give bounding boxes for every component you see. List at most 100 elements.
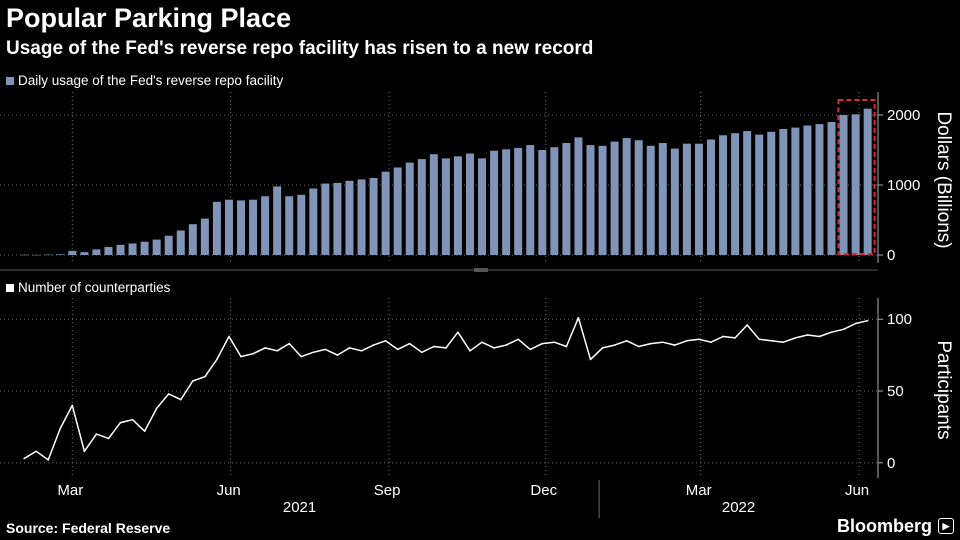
- x-tick-label-month: Dec: [530, 482, 557, 499]
- line-point: [216, 358, 218, 361]
- line-point: [95, 433, 98, 435]
- y-tick-label-participants: 0: [887, 455, 895, 472]
- line-point: [794, 337, 797, 339]
- line-point: [240, 355, 242, 358]
- line-point: [384, 339, 387, 342]
- series-line-counterparties: [23, 317, 868, 461]
- line-point: [553, 341, 556, 344]
- bar: [453, 156, 462, 255]
- bar: [490, 150, 499, 255]
- line-point: [59, 427, 62, 430]
- bar: [574, 137, 583, 255]
- line-point: [445, 347, 447, 349]
- bar: [176, 230, 185, 255]
- bar: [188, 224, 197, 255]
- panel-separator-handle: [474, 268, 488, 272]
- bar: [261, 196, 270, 255]
- bar: [357, 179, 366, 255]
- line-point: [830, 331, 833, 333]
- x-tick-label-month: Sep: [374, 482, 401, 499]
- line-point: [734, 337, 736, 339]
- bar: [815, 124, 824, 255]
- x-tick-label-month: Jun: [845, 482, 869, 499]
- line-point: [481, 341, 483, 344]
- bar: [719, 135, 728, 255]
- line-point: [770, 339, 773, 342]
- bar: [514, 147, 523, 255]
- bar: [731, 133, 740, 255]
- chart-title: Popular Parking Place: [6, 3, 292, 33]
- line-point: [264, 347, 266, 349]
- line-point: [204, 375, 206, 378]
- bar: [104, 246, 113, 255]
- bar: [297, 194, 306, 255]
- bar: [538, 150, 547, 255]
- line-point: [577, 316, 580, 319]
- line-point: [324, 348, 327, 351]
- line-point: [565, 345, 568, 348]
- bar: [393, 167, 402, 255]
- line-point: [312, 351, 315, 354]
- bar: [345, 180, 354, 255]
- bar: [429, 154, 438, 255]
- bar: [526, 145, 535, 255]
- bar: [381, 171, 390, 255]
- line-point: [613, 344, 616, 346]
- bar: [68, 250, 77, 255]
- bar: [839, 115, 848, 255]
- bar: [80, 252, 89, 255]
- line-point: [517, 338, 519, 341]
- bar: [562, 143, 571, 255]
- line-point: [662, 341, 664, 344]
- bar: [140, 241, 149, 255]
- brand-logo: Bloomberg ▶: [837, 514, 954, 538]
- y-axis-title-usage: Dollars (Billions): [933, 111, 954, 248]
- bar: [670, 148, 679, 255]
- line-point: [228, 335, 230, 338]
- bar: [56, 254, 65, 255]
- line-point: [601, 347, 604, 349]
- line-point: [119, 421, 122, 424]
- y-tick-label-participants: 50: [887, 383, 904, 400]
- brand-name: Bloomberg: [836, 516, 932, 536]
- bar: [20, 254, 29, 256]
- x-tick-label-year: 2022: [722, 499, 755, 516]
- bar: [273, 186, 282, 255]
- source-note: Source: Federal Reserve: [6, 520, 171, 536]
- line-point: [71, 404, 74, 407]
- line-point: [372, 344, 375, 346]
- bar: [598, 145, 607, 255]
- bar: [622, 138, 631, 255]
- legend-counterparties-swatch: [6, 284, 14, 292]
- line-point: [866, 319, 869, 322]
- highlight-box: [837, 99, 876, 255]
- line-point: [420, 351, 423, 354]
- line-point: [300, 355, 303, 358]
- brand-badge-icon: ▶: [938, 518, 954, 534]
- line-point: [252, 352, 254, 355]
- bar: [586, 145, 595, 255]
- line-point: [818, 335, 821, 338]
- line-point: [433, 345, 435, 348]
- bar: [249, 199, 258, 255]
- line-point: [408, 342, 411, 345]
- bar: [128, 243, 137, 255]
- line-point: [179, 398, 182, 401]
- y-tick-label-usage: 2000: [887, 107, 920, 124]
- line-point: [35, 450, 37, 453]
- bar: [116, 244, 125, 255]
- line-point: [493, 347, 495, 349]
- line-point: [637, 345, 640, 348]
- bar: [743, 131, 752, 255]
- bar: [851, 114, 860, 255]
- x-tick-label-month: Mar: [686, 482, 712, 499]
- bar: [405, 162, 414, 255]
- line-point: [758, 338, 761, 341]
- bar: [321, 183, 330, 255]
- line-point: [107, 437, 110, 440]
- legend-usage-label: Daily usage of the Fed's reverse repo fa…: [18, 73, 284, 88]
- line-point: [746, 324, 748, 326]
- line-point: [625, 339, 628, 342]
- line-point: [686, 339, 688, 342]
